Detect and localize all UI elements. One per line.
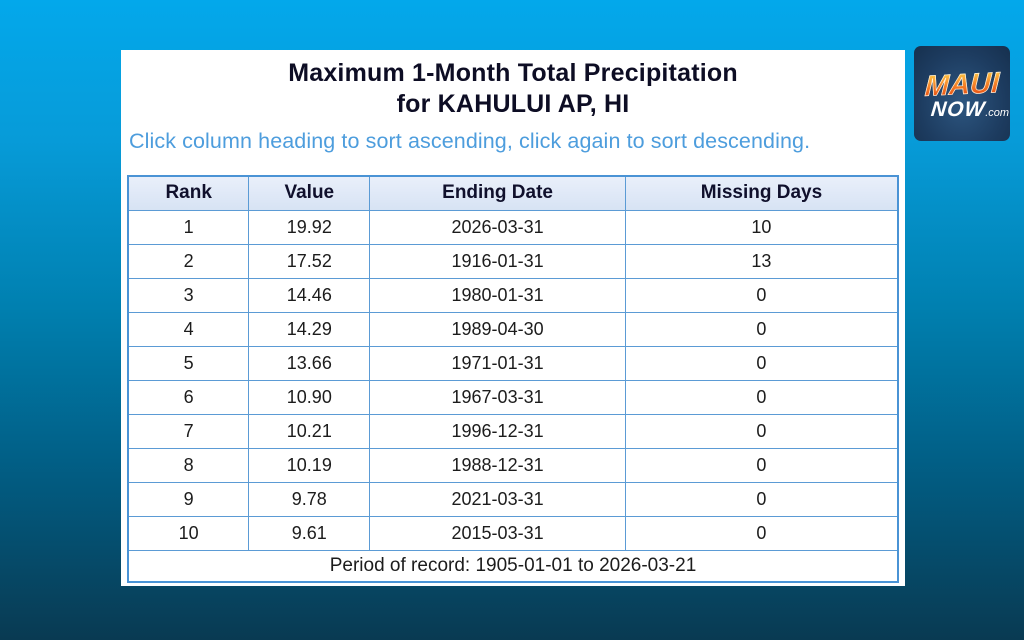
- cell-missing-days: 0: [624, 481, 899, 517]
- cell-ending-date: 1996-12-31: [369, 413, 626, 449]
- cell-missing-days: 13: [624, 243, 899, 279]
- cell-ending-date: 1980-01-31: [369, 277, 626, 313]
- cell-missing-days: 0: [624, 277, 899, 313]
- column-header-missing-days[interactable]: Missing Days: [624, 175, 899, 211]
- table-row: 3 14.46 1980-01-31 0: [127, 277, 899, 313]
- report-title-line1: Maximum 1-Month Total Precipitation: [288, 59, 738, 87]
- report-title: Maximum 1-Month Total Precipitation for …: [124, 58, 902, 121]
- cell-value: 17.52: [248, 243, 371, 279]
- cell-value: 14.46: [248, 277, 371, 313]
- cell-value: 9.78: [248, 481, 371, 517]
- cell-ending-date: 1971-01-31: [369, 345, 626, 381]
- cell-rank: 8: [127, 447, 250, 483]
- cell-rank: 3: [127, 277, 250, 313]
- column-header-rank[interactable]: Rank: [127, 175, 250, 211]
- cell-ending-date: 1988-12-31: [369, 447, 626, 483]
- precip-report-panel: Maximum 1-Month Total Precipitation for …: [121, 50, 905, 586]
- cell-value: 10.19: [248, 447, 371, 483]
- table-body: 1 19.92 2026-03-31 10 2 17.52 1916-01-31 13 3 14.…: [127, 209, 899, 551]
- cell-missing-days: 0: [624, 311, 899, 347]
- table-row: 2 17.52 1916-01-31 13: [127, 243, 899, 279]
- mauinow-logo-com-text: .com: [985, 107, 1010, 119]
- period-of-record: Period of record: 1905-01-01 to 2026-03-…: [127, 549, 899, 582]
- table-row: 7 10.21 1996-12-31 0: [127, 413, 899, 449]
- table-row: 8 10.19 1988-12-31 0: [127, 447, 899, 483]
- precip-table: Rank Value Ending Date Missing Days 1 19.…: [127, 174, 899, 583]
- cell-rank: 9: [127, 481, 250, 517]
- cell-value: 9.61: [248, 515, 371, 551]
- header-row: Rank Value Ending Date Missing Days: [127, 175, 899, 211]
- sort-instructions: Click column heading to sort ascending, …: [129, 128, 811, 153]
- cell-missing-days: 0: [624, 447, 899, 483]
- column-header-value[interactable]: Value: [248, 175, 371, 211]
- footer-row: Period of record: 1905-01-01 to 2026-03-…: [127, 549, 899, 582]
- cell-value: 10.90: [248, 379, 371, 415]
- cell-missing-days: 10: [624, 209, 899, 245]
- table-row: 4 14.29 1989-04-30 0: [127, 311, 899, 347]
- cell-rank: 6: [127, 379, 250, 415]
- mauinow-logo-now-row: NOW.com: [929, 98, 1010, 122]
- table-row: 9 9.78 2021-03-31 0: [127, 481, 899, 517]
- cell-ending-date: 1989-04-30: [369, 311, 626, 347]
- cell-ending-date: 2015-03-31: [369, 515, 626, 551]
- cell-missing-days: 0: [624, 413, 899, 449]
- cell-ending-date: 2026-03-31: [369, 209, 626, 245]
- cell-value: 10.21: [248, 413, 371, 449]
- column-header-ending-date[interactable]: Ending Date: [369, 175, 626, 211]
- cell-missing-days: 0: [624, 345, 899, 381]
- cell-rank: 7: [127, 413, 250, 449]
- mauinow-logo-now-text: NOW: [929, 98, 987, 121]
- table-row: 5 13.66 1971-01-31 0: [127, 345, 899, 381]
- cell-rank: 5: [127, 345, 250, 381]
- mauinow-logo-maui-text: MAUI: [923, 67, 1001, 104]
- cell-missing-days: 0: [624, 379, 899, 415]
- table-row: 1 19.92 2026-03-31 10: [127, 209, 899, 245]
- cell-value: 13.66: [248, 345, 371, 381]
- cell-rank: 4: [127, 311, 250, 347]
- cell-rank: 2: [127, 243, 250, 279]
- cell-missing-days: 0: [624, 515, 899, 551]
- cell-ending-date: 1916-01-31: [369, 243, 626, 279]
- report-title-line2: for KAHULUI AP, HI: [396, 90, 630, 119]
- table-row: 10 9.61 2015-03-31 0: [127, 515, 899, 551]
- cell-rank: 10: [127, 515, 250, 551]
- cell-rank: 1: [127, 209, 250, 245]
- table-row: 6 10.90 1967-03-31 0: [127, 379, 899, 415]
- cell-value: 14.29: [248, 311, 371, 347]
- cell-ending-date: 2021-03-31: [369, 481, 626, 517]
- mauinow-logo: MAUI NOW.com: [914, 46, 1010, 141]
- cell-ending-date: 1967-03-31: [369, 379, 626, 415]
- cell-value: 19.92: [248, 209, 371, 245]
